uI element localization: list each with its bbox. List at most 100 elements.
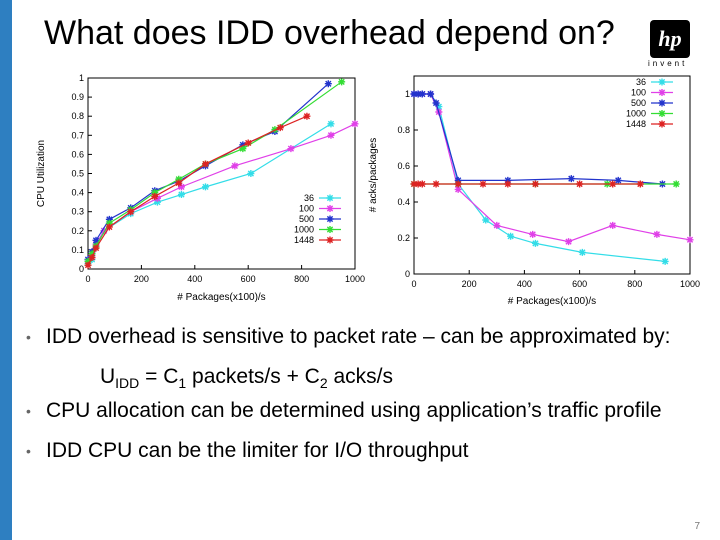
- data-point: [324, 80, 332, 88]
- x-tick-label: 800: [627, 279, 642, 289]
- bullet-text-cpu-allocation: CPU allocation can be determined using a…: [46, 399, 662, 423]
- data-point: [504, 176, 512, 184]
- y-axis-label: CPU Utilization: [36, 140, 47, 207]
- x-tick-label: 400: [517, 279, 532, 289]
- x-tick-label: 1000: [345, 274, 365, 284]
- data-point: [636, 180, 644, 188]
- data-point: [351, 120, 359, 128]
- data-point: [231, 162, 239, 170]
- legend-marker: [326, 194, 334, 202]
- x-tick-label: 200: [134, 274, 149, 284]
- legend-label: 36: [636, 77, 646, 87]
- x-tick-label: 600: [241, 274, 256, 284]
- legend-marker: [326, 236, 334, 244]
- formula-u-sub: IDD: [115, 375, 140, 392]
- data-point: [427, 90, 435, 98]
- data-point: [414, 90, 422, 98]
- data-point: [175, 179, 183, 187]
- data-point: [653, 230, 661, 238]
- data-point: [410, 180, 418, 188]
- y-tick-label: 0: [405, 269, 410, 279]
- x-axis-label: # Packages(x100)/s: [177, 292, 265, 303]
- data-point: [327, 120, 335, 128]
- data-point: [418, 90, 426, 98]
- data-point: [276, 124, 284, 132]
- data-point: [84, 257, 92, 265]
- legend-label: 1448: [294, 235, 314, 245]
- formula-end: acks/s: [327, 365, 393, 388]
- formula-c1-sub: 1: [178, 375, 187, 392]
- y-tick-label: 0.7: [71, 130, 84, 140]
- legend-label: 1000: [626, 109, 646, 119]
- data-point: [244, 139, 252, 147]
- data-point: [327, 131, 335, 139]
- data-point: [418, 180, 426, 188]
- legend-label: 500: [631, 98, 646, 108]
- series-line: [87, 123, 356, 262]
- legend-marker: [658, 110, 666, 117]
- legend-label: 500: [299, 214, 314, 224]
- formula-c2-sub: 2: [319, 375, 328, 392]
- bullet-dot: •: [26, 329, 31, 345]
- plot-frame: [413, 75, 691, 275]
- data-point: [529, 230, 537, 238]
- formula-mid: packets/s + C: [186, 365, 320, 388]
- cpu-utilization-chart: 0 0.1 0.2 0.3 0.4 0.5 0.6 0.7 0.8 0.9 1 0 200 400 600 8…: [36, 73, 365, 303]
- x-tick-label: 1000: [680, 279, 700, 289]
- data-point: [338, 78, 346, 86]
- data-point: [435, 103, 443, 111]
- data-point: [303, 112, 311, 120]
- legend-label: 1448: [626, 119, 646, 129]
- data-point: [177, 183, 185, 191]
- data-point: [567, 175, 575, 183]
- data-point: [287, 145, 295, 153]
- data-point: [153, 198, 161, 206]
- data-point: [686, 236, 694, 244]
- legend-label: 100: [299, 204, 314, 214]
- legend-marker: [658, 78, 666, 86]
- y-tick-label: 0.8: [397, 125, 410, 135]
- data-point: [504, 180, 512, 188]
- x-tick-label: 0: [411, 279, 416, 289]
- y-tick-label: 0.9: [71, 92, 84, 102]
- y-tick-label: 1: [405, 89, 410, 99]
- data-point: [105, 219, 113, 227]
- legend-marker: [326, 215, 334, 223]
- legend-marker: [658, 120, 666, 128]
- legend-label: 100: [631, 88, 646, 98]
- data-point: [414, 180, 422, 188]
- legend-label: 36: [304, 193, 314, 203]
- data-point: [432, 180, 440, 188]
- y-tick-label: 0.2: [71, 226, 84, 236]
- data-point: [614, 176, 622, 184]
- series-line: [414, 93, 691, 243]
- data-point: [88, 254, 96, 262]
- series-line: [87, 115, 308, 266]
- data-point: [92, 244, 100, 252]
- data-point: [100, 227, 108, 235]
- hp-logo-text: hp: [658, 26, 682, 51]
- data-point: [175, 175, 183, 183]
- formula-u: U: [100, 365, 116, 388]
- data-point: [576, 180, 584, 188]
- formula-line: UIDD = C1 packets/s + C2 acks/s: [100, 364, 696, 396]
- data-point: [493, 221, 501, 229]
- slide-title: What does IDD overhead depend on?: [44, 14, 615, 52]
- data-point: [609, 221, 617, 229]
- legend-marker: [326, 226, 334, 233]
- data-point: [454, 176, 462, 184]
- page-number: 7: [694, 521, 700, 532]
- data-point: [531, 239, 539, 247]
- bullet-dot: •: [26, 443, 31, 460]
- legend-marker: [658, 89, 666, 96]
- bullet-item: • IDD overhead is sensitive to packet ra…: [26, 324, 696, 350]
- data-point: [105, 223, 113, 231]
- bullet-list: • IDD overhead is sensitive to packet ra…: [26, 324, 696, 464]
- data-point: [239, 145, 247, 153]
- series-line: [414, 93, 663, 185]
- data-point: [578, 248, 586, 256]
- bullet-text-overhead: IDD overhead is sensitive to packet rate…: [46, 325, 671, 348]
- data-point: [151, 192, 159, 200]
- x-tick-label: 400: [187, 274, 202, 284]
- data-point: [105, 215, 113, 223]
